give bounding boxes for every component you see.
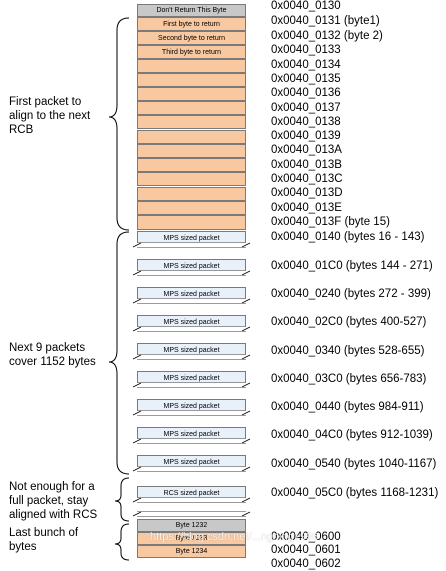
break-mark-icon [132,497,251,503]
memory-cell-empty [137,172,246,186]
memory-cell-byte-1232: Byte 1232 [137,519,246,532]
memory-cell-don-t-return-this-byte: Don't Return This Byte [137,4,246,17]
address-label: 0x0040_01C0 (bytes 144 - 271) [271,260,433,272]
memory-cell-empty [137,187,246,201]
label-last-bunch: Last bunch of bytes [9,527,79,553]
address-label: 0x0040_04C0 (bytes 912-1039) [271,429,433,441]
break-mark-icon [132,242,251,248]
address-label: 0x0040_0136 [271,87,341,99]
brace-last-bunch [114,523,130,561]
address-label: 0x0040_0132 (byte 2) [271,30,383,42]
address-label: 0x0040_013C [271,173,343,185]
address-label: 0x0040_0440 (bytes 984-911) [271,401,424,413]
memory-cell-empty [137,87,246,101]
break-mark-icon [132,466,251,472]
address-label: 0x0040_0133 [271,44,341,56]
break-mark-icon [132,270,251,276]
address-label: 0x0040_0135 [271,73,341,85]
memory-cell-empty [137,101,246,115]
break-mark-icon [132,438,251,444]
address-label: 0x0040_0540 (bytes 1040-1167) [271,458,437,470]
address-label: 0x0040_05C0 (bytes 1168-1231) [271,487,439,499]
memory-cell-first-byte-to-return: First byte to return [137,17,246,31]
label-next-packets: Next 9 packets cover 1152 bytes [9,342,96,368]
address-label: 0x0040_0131 (byte1) [271,15,380,27]
address-label: 0x0040_013A [271,144,342,156]
address-label: 0x0040_0600 [271,531,341,543]
memory-cell-third-byte-to-return: Third byte to return [137,45,246,59]
memory-cell-byte-1234: Byte 1234 [137,545,246,558]
label-not-enough: Not enough for a full packet, stay align… [9,481,98,521]
break-mark-icon [132,326,251,332]
address-label: 0x0040_013F (byte 15) [271,216,390,228]
watermark: https://blog.csdn.net/...ngning1996 [150,531,319,543]
address-label: 0x0040_02C0 (bytes 400-527) [271,316,427,328]
memory-cell-empty [137,144,246,158]
memory-cell-empty [137,158,246,172]
address-label: 0x0040_03C0 (bytes 656-783) [271,373,427,385]
address-label: 0x0040_013E [271,202,342,214]
memory-cell-empty [137,130,246,144]
braces [108,17,130,561]
memory-cell-byte-1233: Byte 1233 [137,532,246,545]
memory-cell-empty [137,201,246,215]
break-mark-icon [132,298,251,304]
address-label: 0x0040_0602 [271,558,341,570]
break-mark-icon [132,511,251,517]
memory-cell-empty [137,215,246,230]
address-label: 0x0040_0134 [271,59,341,71]
address-label: 0x0040_0140 (bytes 16 - 143) [271,231,425,243]
address-label: 0x0040_0340 (bytes 528-655) [271,345,425,357]
break-mark-icon [132,354,251,360]
brace-next-packets [108,231,130,475]
label-first-packet: First packet to align to the next RCB [9,96,91,136]
address-label: 0x0040_0137 [271,102,341,114]
address-label: 0x0040_0139 [271,130,341,142]
address-label: 0x0040_013D [271,187,343,199]
break-mark-icon [132,382,251,388]
memory-cell-empty [137,73,246,87]
memory-cell-empty [137,115,246,129]
memory-cell-second-byte-to-return: Second byte to return [137,31,246,45]
address-label: 0x0040_0130 [271,0,341,12]
brace-not-enough [114,477,130,522]
address-label: 0x0040_0601 [271,544,341,556]
address-label: 0x0040_013B [271,159,342,171]
break-mark-icon [132,410,251,416]
memory-cell-empty [137,59,246,73]
brace-first-packet [108,17,130,231]
address-label: 0x0040_0240 (bytes 272 - 399) [271,288,431,300]
address-label: 0x0040_0138 [271,116,341,128]
